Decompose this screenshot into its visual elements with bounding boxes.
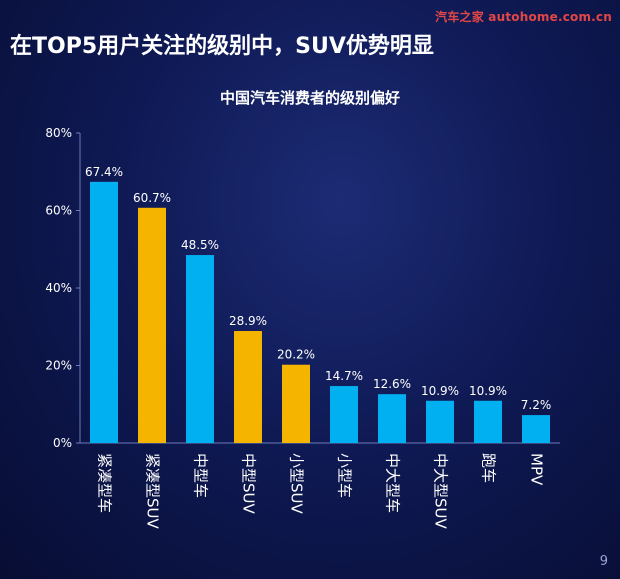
bar bbox=[138, 207, 166, 443]
category-label: 中大型SUV bbox=[432, 453, 450, 530]
bar bbox=[330, 386, 358, 443]
data-label: 48.5% bbox=[181, 238, 219, 252]
category-label: 紧凑型车 bbox=[96, 453, 114, 513]
category-label: 中型SUV bbox=[240, 453, 258, 515]
y-tick-label: 80% bbox=[45, 126, 72, 140]
autohome-watermark: 汽车之家 autohome.com.cn bbox=[435, 10, 612, 24]
y-tick-label: 0% bbox=[53, 436, 72, 450]
y-tick-label: 20% bbox=[45, 359, 72, 373]
data-label: 60.7% bbox=[133, 191, 171, 205]
data-label: 20.2% bbox=[277, 348, 315, 362]
page-headline: 在TOP5用户关注的级别中，SUV优势明显 bbox=[10, 34, 434, 59]
bar bbox=[378, 394, 406, 443]
bar bbox=[186, 255, 214, 443]
data-label: 7.2% bbox=[521, 398, 552, 412]
bar bbox=[282, 364, 310, 443]
category-label: 紧凑型SUV bbox=[144, 453, 162, 530]
data-label: 12.6% bbox=[373, 377, 411, 391]
category-label: 小型车 bbox=[336, 453, 354, 498]
bar bbox=[234, 331, 262, 443]
data-label: 28.9% bbox=[229, 314, 267, 328]
category-label: 小型SUV bbox=[288, 453, 306, 515]
bar bbox=[522, 415, 550, 443]
chart-title: 中国汽车消费者的级别偏好 bbox=[219, 89, 400, 107]
bar bbox=[426, 400, 454, 443]
y-tick-label: 40% bbox=[45, 281, 72, 295]
data-label: 67.4% bbox=[85, 165, 123, 179]
data-label: 14.7% bbox=[325, 369, 363, 383]
bar bbox=[474, 400, 502, 443]
data-label: 10.9% bbox=[421, 384, 459, 398]
category-label: 中大型车 bbox=[384, 453, 402, 513]
y-tick-label: 60% bbox=[45, 204, 72, 218]
bar bbox=[90, 181, 118, 443]
category-label: 中型车 bbox=[192, 453, 210, 498]
data-label: 10.9% bbox=[469, 384, 507, 398]
category-label: MPV bbox=[528, 453, 546, 486]
page-number: 9 bbox=[599, 554, 608, 569]
category-label: 跑车 bbox=[480, 453, 498, 483]
